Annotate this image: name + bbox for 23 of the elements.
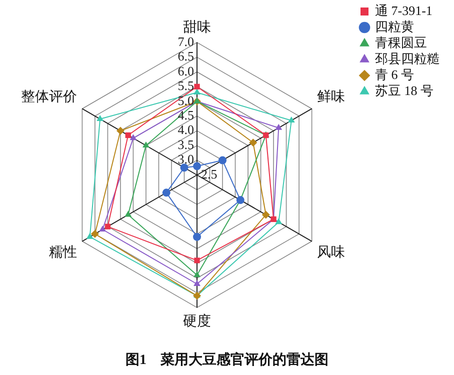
y-tick-label: 3.5 xyxy=(178,136,194,152)
spoke-label: 糯性 xyxy=(49,244,77,260)
y-tick-label: 2.5 xyxy=(201,166,218,182)
legend-label: 青稞圆豆 xyxy=(375,34,427,50)
text: 图1 菜用大豆感官评价的雷达图 xyxy=(126,351,328,368)
y-tick-label: 5.0 xyxy=(178,92,194,108)
spoke-label: 整体评价 xyxy=(21,88,77,105)
y-tick-label: 3.0 xyxy=(178,152,194,167)
spoke-label: 鲜味 xyxy=(317,88,345,105)
y-tick-label: 4.5 xyxy=(178,108,194,123)
spoke-label: 硬度 xyxy=(183,314,211,330)
y-tick-label: 6.0 xyxy=(178,63,194,78)
legend-label: 邳县四粒糙 xyxy=(375,50,440,66)
y-tick-label: 4.0 xyxy=(178,122,194,138)
spoke-label: 甜味 xyxy=(183,20,211,36)
legend-label: 四粒黄 xyxy=(375,18,414,34)
y-tick-label: 7.0 xyxy=(178,34,194,49)
legend-label: 苏豆 18 号 xyxy=(375,82,434,98)
spoke-label: 风味 xyxy=(317,244,345,260)
legend-label: 通 7-391-1 xyxy=(375,2,432,18)
y-tick-label: 5.5 xyxy=(178,78,194,94)
y-tick-label: 6.5 xyxy=(178,48,194,64)
legend-label: 青 6 号 xyxy=(375,66,414,82)
